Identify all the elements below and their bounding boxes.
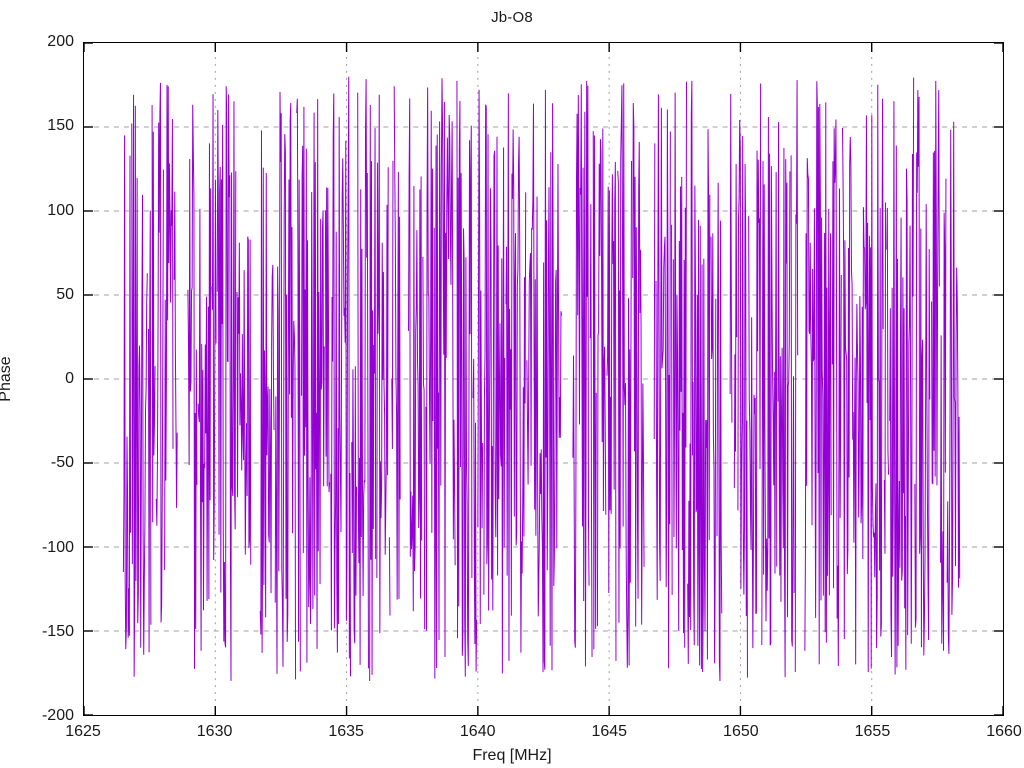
data-trace-segment (425, 87, 434, 631)
data-trace-segment (408, 98, 423, 612)
plot-area (83, 42, 1004, 716)
data-trace-segment (131, 94, 148, 677)
data-trace-segment (737, 119, 748, 678)
data-trace-segment (505, 93, 527, 661)
data-trace-segment (592, 131, 597, 650)
y-axis-tick-label: -200 (41, 707, 74, 724)
x-axis-tick-label: 1660 (986, 723, 1022, 740)
data-trace-segment (716, 182, 723, 681)
x-axis-tick-label: 1630 (196, 723, 233, 740)
data-trace-segment (655, 94, 671, 669)
x-axis-tick-label: 1640 (459, 723, 496, 740)
data-trace-segment (472, 358, 478, 672)
data-trace-segment (632, 103, 645, 627)
data-trace-segment (296, 98, 301, 672)
data-trace-segment (274, 91, 297, 680)
data-trace-segment (940, 178, 947, 651)
data-trace-segment (617, 83, 632, 668)
x-axis-tick-label: 1635 (328, 723, 364, 740)
data-trace-segment (477, 89, 484, 625)
data-trace-segment (211, 94, 217, 560)
data-trace-segment (187, 104, 198, 669)
data-trace-segment (671, 224, 673, 595)
data-trace-segment (147, 210, 152, 653)
data-trace-segment (748, 83, 762, 649)
y-axis-tick-label: -50 (50, 454, 74, 472)
data-trace-segment (197, 143, 212, 651)
data-trace-segment (946, 121, 961, 654)
data-trace-segment (804, 81, 832, 665)
data-trace-segment (324, 187, 331, 493)
data-trace-segment (526, 89, 563, 673)
y-axis-tick-label: 150 (47, 117, 74, 135)
data-trace-segment (889, 77, 915, 675)
data-trace-segment (931, 80, 940, 486)
data-trace-segment (687, 80, 711, 672)
data-trace-segment (842, 84, 884, 673)
data-trace-segment (357, 79, 369, 669)
y-axis-tick-label: 50 (56, 285, 74, 303)
x-axis-label: Freq [MHz] (472, 747, 552, 764)
data-trace-segment (733, 164, 738, 488)
data-trace-segment (761, 116, 778, 646)
data-trace-segment (456, 81, 473, 677)
data-trace-segment (393, 86, 401, 600)
data-series-phase (122, 76, 961, 681)
data-trace-segment (606, 162, 617, 661)
y-axis-label: Phase (0, 356, 14, 402)
data-trace-segment (672, 81, 687, 648)
data-trace-segment (369, 104, 377, 681)
data-trace-segment (388, 537, 391, 616)
y-axis-tick-label: 200 (47, 33, 74, 50)
chart-title: Jb-O8 (491, 9, 533, 26)
data-trace-segment (596, 128, 607, 627)
data-trace-segment (422, 257, 426, 630)
data-trace-segment (391, 160, 394, 450)
data-trace-segment (572, 80, 590, 667)
data-trace-segment (794, 80, 799, 673)
data-trace-segment (330, 76, 352, 677)
data-trace-segment (122, 135, 132, 650)
y-axis-tick-label: 100 (47, 201, 74, 219)
data-trace-segment (710, 233, 717, 664)
data-trace-segment (259, 130, 275, 653)
y-axis-tick-label: -100 (41, 538, 74, 556)
data-trace-segment (155, 82, 164, 623)
data-trace-segment (886, 207, 890, 475)
data-trace-segment (433, 78, 456, 679)
data-trace-segment (483, 104, 506, 674)
data-trace-segment (351, 366, 358, 644)
x-axis-tick-label: 1655 (854, 723, 891, 740)
data-trace-segment (831, 119, 842, 667)
data-trace-segment (236, 236, 252, 565)
data-trace-segment (777, 122, 791, 678)
x-axis-tick-label: 1625 (65, 723, 101, 740)
y-axis-tick-label: -150 (41, 622, 74, 640)
data-trace-segment (301, 99, 325, 663)
data-trace-segment (376, 94, 389, 634)
data-trace-segment (729, 93, 733, 423)
data-trace-segment (164, 84, 174, 570)
data-trace-segment (173, 191, 178, 508)
data-trace-segment (914, 90, 931, 656)
data-trace-segment (589, 204, 593, 657)
data-trace-segment (151, 105, 156, 523)
data-trace-segment (883, 202, 887, 554)
x-axis-tick-label: 1645 (591, 723, 628, 740)
data-trace-segment (216, 86, 237, 681)
x-axis-tick-label: 1650 (723, 723, 759, 740)
data-trace-segment (790, 155, 795, 647)
data-trace-segment (653, 143, 656, 440)
